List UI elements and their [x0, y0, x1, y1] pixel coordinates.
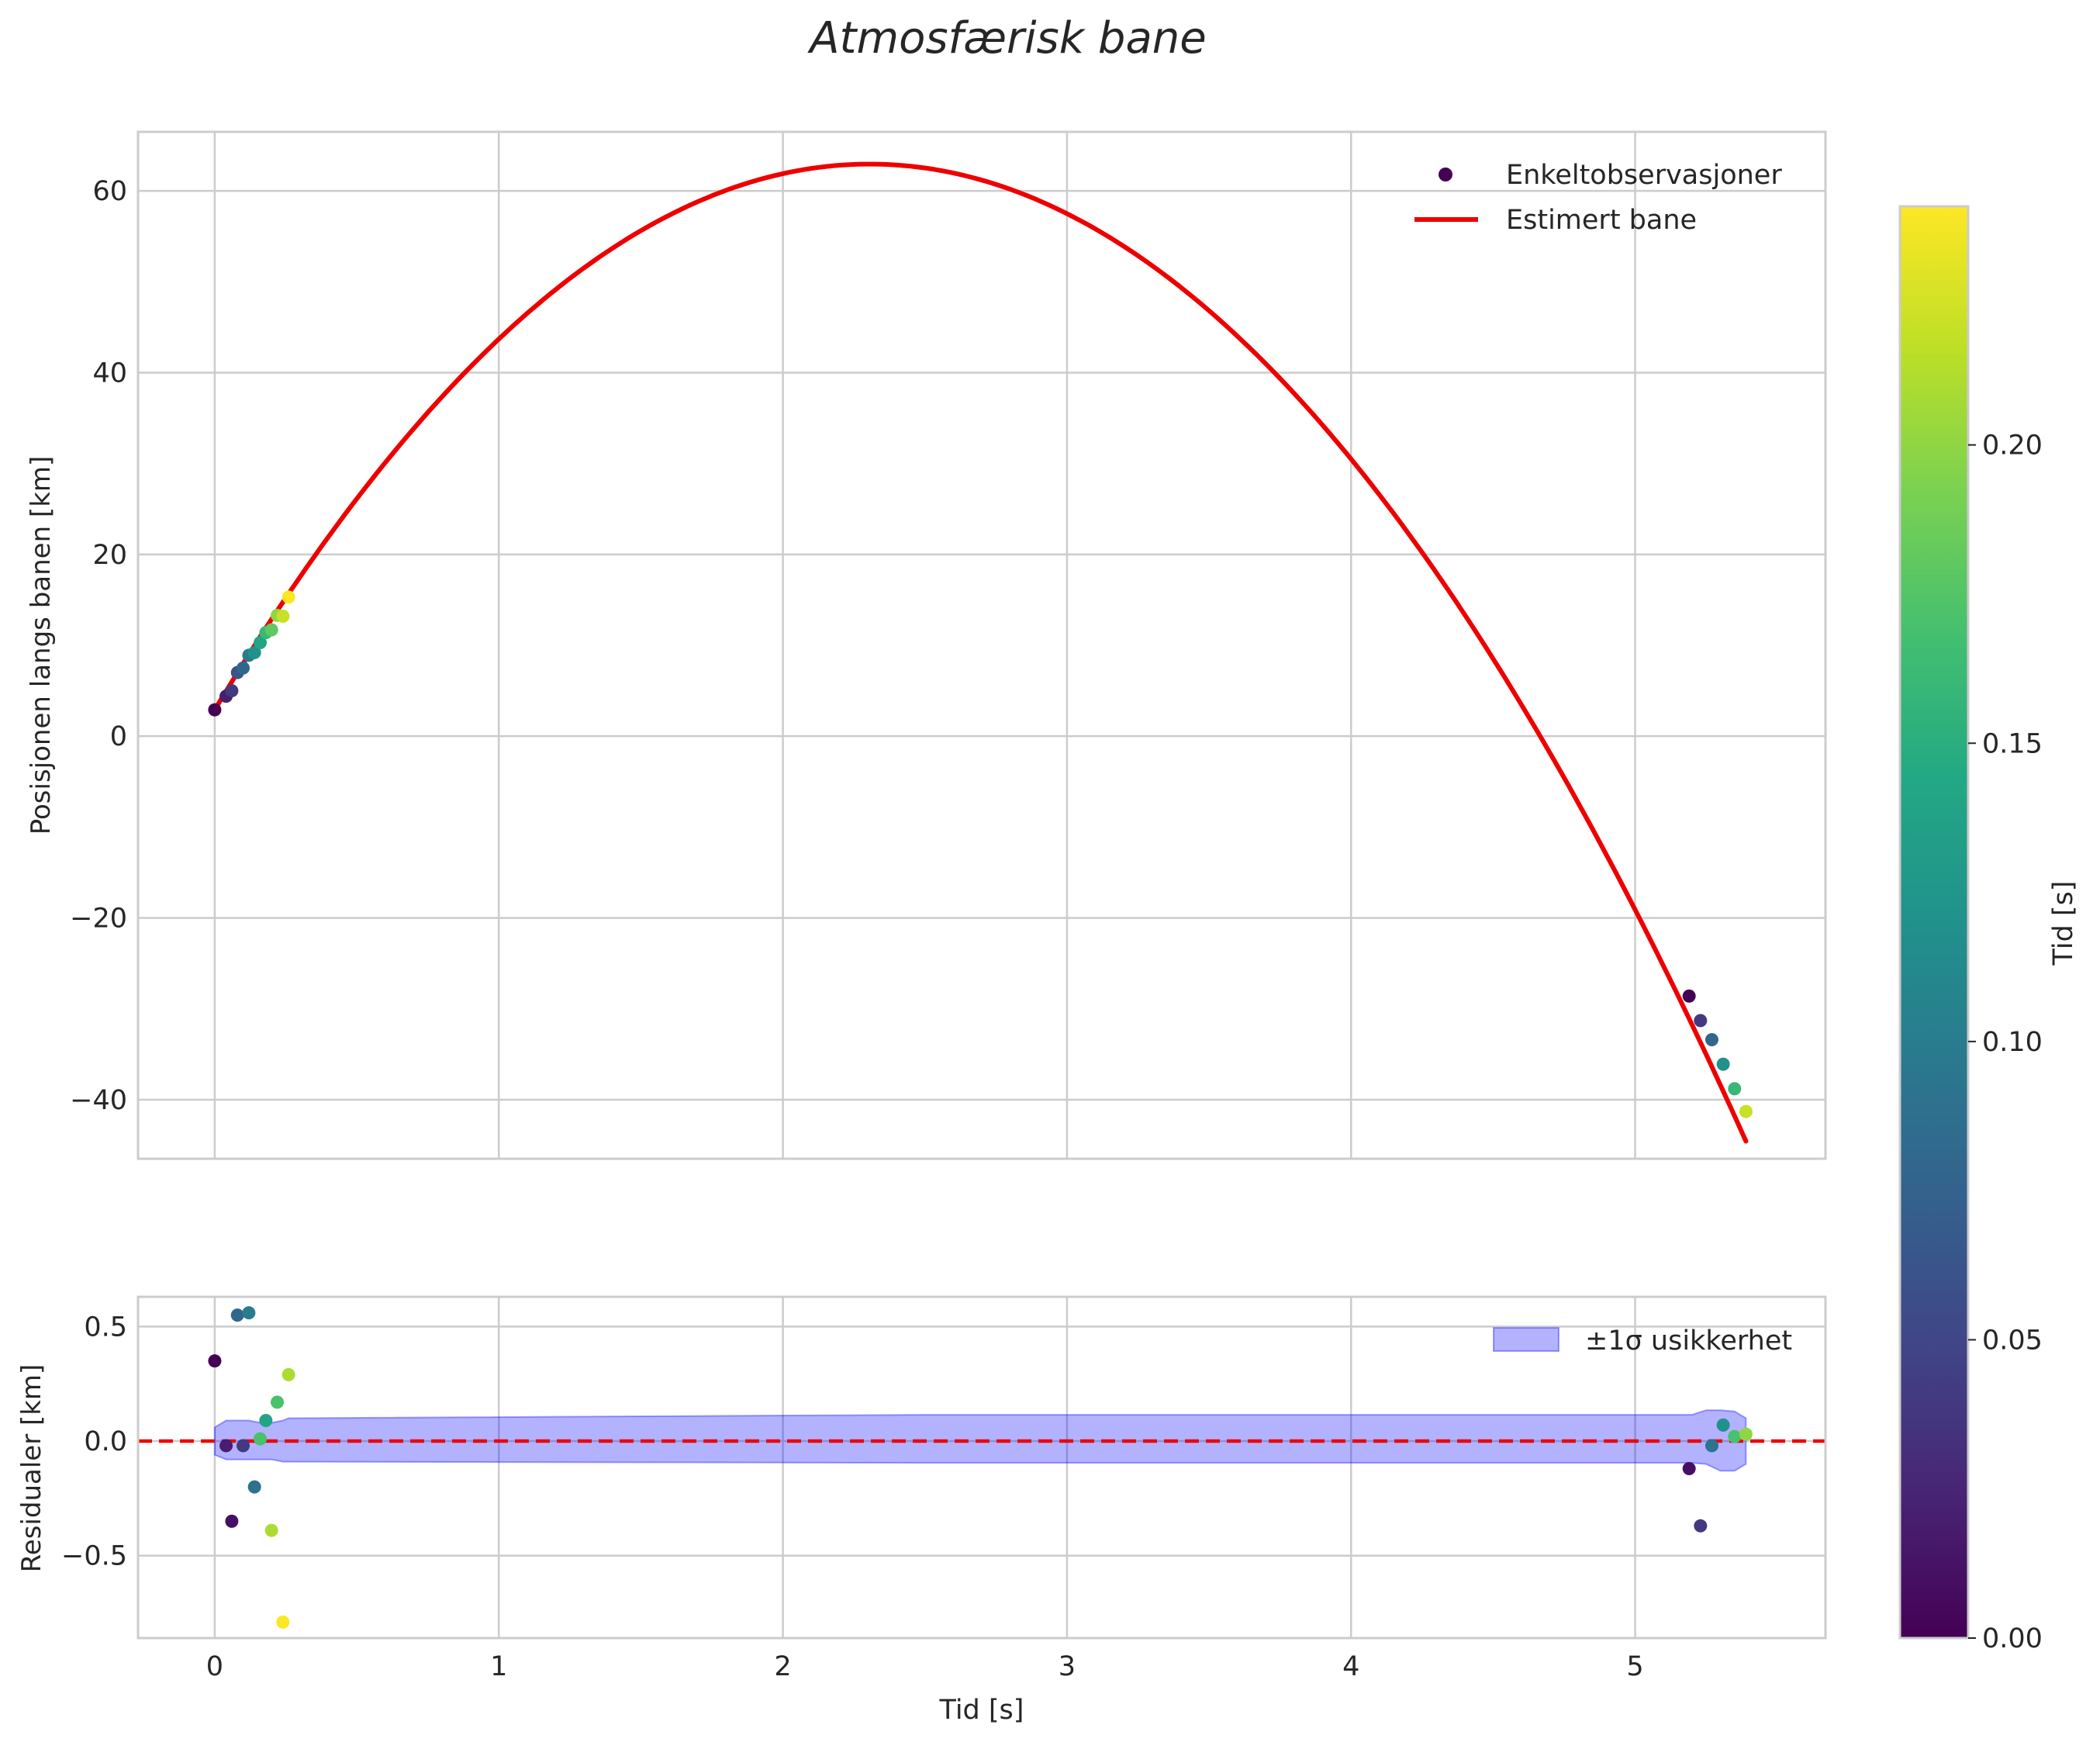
observation-point — [1739, 1104, 1753, 1118]
top-y-tick-label: −40 — [70, 1085, 127, 1116]
top-axes-frame — [136, 130, 1827, 1160]
top-axes: −40 −20 0 20 40 60 Posisjonen langs banen [km… — [26, 130, 1827, 1160]
legend-label-estimated: Estimert bane — [1506, 205, 1697, 236]
legend-label-uncertainty: ±1σ usikkerhet — [1585, 1326, 1792, 1357]
residual-point — [242, 1306, 256, 1320]
observation-point — [237, 661, 250, 675]
legend-patch-uncertainty — [1493, 1327, 1559, 1352]
legend-marker-observations — [1439, 168, 1452, 181]
colorbar-label: Tid [s] — [2048, 881, 2079, 966]
residual-point — [237, 1439, 250, 1453]
observation-point — [225, 684, 239, 698]
x-axis-label: Tid [s] — [939, 1695, 1024, 1726]
x-tick-label: 3 — [1059, 1651, 1076, 1682]
observation-point — [1682, 989, 1696, 1003]
observation-point — [264, 623, 278, 637]
bottom-y-tick-label: 0.0 — [84, 1426, 127, 1457]
x-tick-label: 4 — [1342, 1651, 1359, 1682]
bottom-y-axis-label: Residualer [km] — [16, 1364, 47, 1573]
residual-point — [1716, 1418, 1730, 1432]
top-y-tick-labels: −40 −20 0 20 40 60 — [70, 176, 127, 1116]
observation-point — [1694, 1014, 1708, 1028]
observation-point — [254, 635, 268, 649]
figure-title: Atmosfærisk bane — [807, 13, 1207, 64]
colorbar-tick-label: 0.10 — [1982, 1027, 2043, 1058]
colorbar-tick-label: 0.20 — [1982, 430, 2043, 461]
x-tick-label: 0 — [206, 1651, 223, 1682]
bottom-axes-frame — [136, 1295, 1827, 1640]
colorbar: 0.00 0.05 0.10 0.15 0.20 Tid [s] — [1898, 205, 2079, 1654]
top-y-tick-label: 40 — [92, 358, 127, 389]
x-tick-labels: 0 1 2 3 4 5 — [206, 1651, 1644, 1682]
observation-points — [208, 590, 1753, 1118]
observation-point — [247, 645, 261, 659]
top-y-tick-label: 0 — [110, 721, 127, 752]
estimated-trajectory-line — [212, 161, 1749, 1144]
top-y-axis-label: Posisjonen langs banen [km] — [26, 456, 57, 835]
bottom-axes: −0.5 0.0 0.5 0 1 2 3 4 5 Tid [s] Residualer [km… — [16, 1295, 1827, 1726]
bottom-y-tick-label: 0.5 — [84, 1312, 127, 1343]
observation-point — [1728, 1082, 1742, 1096]
residual-point — [271, 1395, 285, 1409]
observation-point — [208, 703, 222, 717]
residual-point — [247, 1480, 261, 1494]
observation-point — [1705, 1033, 1718, 1047]
x-tick-label: 5 — [1626, 1651, 1643, 1682]
top-legend: Enkeltobservasjoner Estimert bane — [1414, 160, 1782, 236]
residual-point — [1705, 1439, 1718, 1453]
residual-point — [1694, 1519, 1708, 1533]
colorbar-tick-label: 0.00 — [1982, 1623, 2043, 1654]
legend-label-observations: Enkeltobservasjoner — [1506, 160, 1782, 191]
top-y-tick-label: −20 — [70, 904, 127, 935]
residual-point — [1682, 1461, 1696, 1475]
bottom-y-tick-labels: −0.5 0.0 0.5 — [61, 1312, 127, 1571]
colorbar-tick-label: 0.05 — [1982, 1325, 2043, 1356]
colorbar-tick-label: 0.15 — [1982, 728, 2043, 759]
residual-point — [259, 1413, 273, 1427]
colorbar-tick-labels: 0.00 0.05 0.10 0.15 0.20 — [1968, 430, 2043, 1654]
top-grid — [138, 132, 1825, 1159]
colorbar-gradient — [1898, 205, 1970, 1640]
observation-point — [1716, 1057, 1730, 1071]
residual-point — [230, 1308, 244, 1322]
bottom-grid — [138, 1297, 1825, 1638]
residual-point — [219, 1439, 233, 1453]
residual-point — [281, 1367, 295, 1381]
top-y-tick-label: 20 — [92, 540, 127, 571]
x-tick-label: 2 — [774, 1651, 791, 1682]
residual-point — [254, 1432, 268, 1446]
bottom-legend: ±1σ usikkerhet — [1493, 1326, 1792, 1357]
residual-point — [208, 1354, 222, 1368]
residual-points — [208, 1306, 1753, 1629]
residual-point — [225, 1514, 239, 1528]
residual-point — [276, 1615, 290, 1629]
observation-point — [281, 590, 295, 604]
observation-point — [276, 610, 290, 624]
bottom-y-tick-label: −0.5 — [61, 1541, 127, 1572]
x-tick-label: 1 — [490, 1651, 507, 1682]
residual-point — [1739, 1427, 1753, 1441]
residual-point — [1728, 1429, 1742, 1443]
top-y-tick-label: 60 — [92, 176, 127, 207]
residual-point — [264, 1523, 278, 1537]
